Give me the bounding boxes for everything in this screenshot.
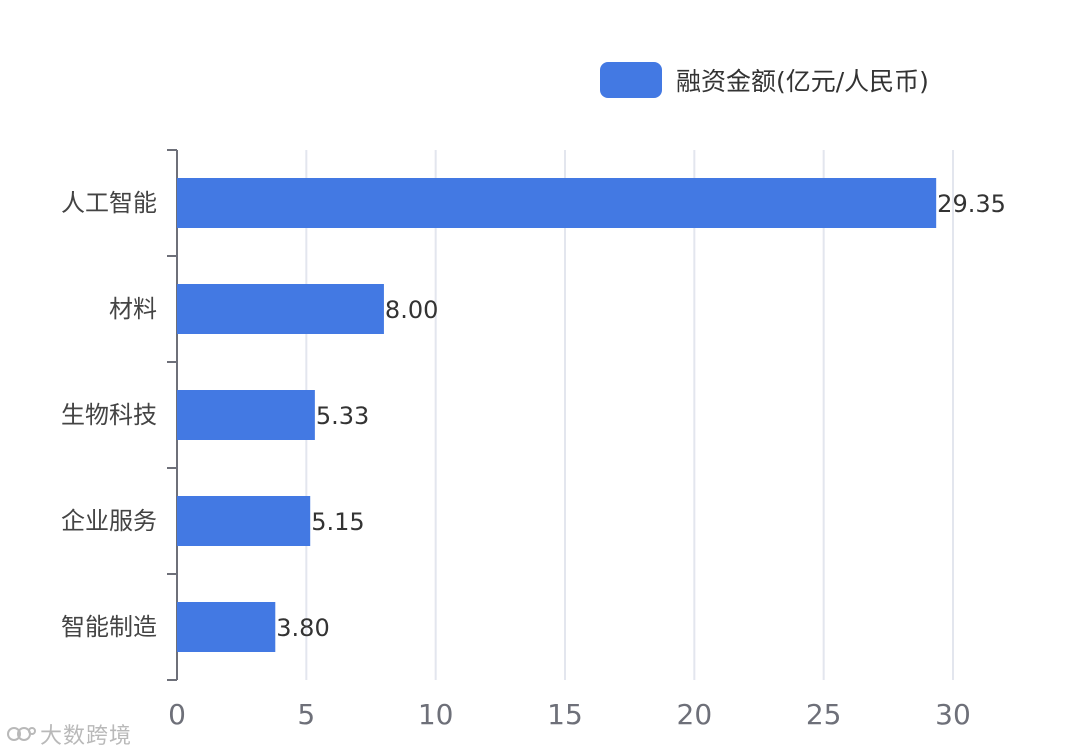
category-label: 材料 — [109, 295, 157, 323]
bar — [177, 496, 311, 546]
bar — [177, 284, 384, 334]
watermark: 大数跨境 — [6, 718, 132, 750]
bar-value-label: 29.35 — [937, 190, 1006, 218]
category-label: 企业服务 — [61, 507, 157, 535]
gridlines — [305, 150, 954, 680]
x-tick-labels: 0 5 10 15 20 25 30 — [168, 698, 971, 731]
bar-value-label: 5.15 — [311, 508, 364, 536]
legend-label: 融资金额(亿元/人民币) — [676, 67, 929, 96]
bar — [177, 390, 315, 440]
watermark-logo-icon — [7, 727, 36, 741]
x-tick-label: 25 — [806, 698, 842, 731]
category-label: 生物科技 — [61, 401, 157, 429]
y-axis — [167, 149, 178, 681]
category-label: 人工智能 — [61, 189, 157, 217]
bar-value-label: 8.00 — [385, 296, 438, 324]
bars — [177, 178, 937, 652]
bar — [177, 602, 276, 652]
data-labels: 29.35 8.00 5.33 5.15 3.80 — [276, 190, 1006, 642]
bar-value-label: 5.33 — [316, 402, 369, 430]
x-tick-label: 15 — [547, 698, 583, 731]
x-tick-label: 5 — [297, 698, 315, 731]
category-label: 智能制造 — [61, 613, 157, 641]
x-tick-label: 10 — [418, 698, 454, 731]
x-tick-label: 30 — [935, 698, 971, 731]
legend-swatch — [600, 62, 662, 98]
watermark-text: 大数跨境 — [40, 724, 133, 749]
bar — [177, 178, 937, 228]
x-tick-label: 20 — [677, 698, 713, 731]
legend[interactable]: 融资金额(亿元/人民币) — [600, 62, 929, 98]
x-tick-label: 0 — [168, 698, 186, 731]
bar-value-label: 3.80 — [276, 614, 329, 642]
